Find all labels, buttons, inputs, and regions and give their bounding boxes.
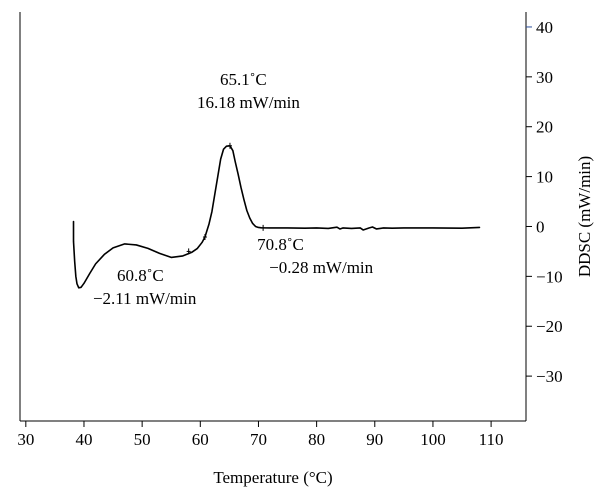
curve-layer: [72, 142, 481, 289]
x-axis-title: Temperature (°C): [213, 468, 332, 487]
x-tick-label: 50: [134, 430, 151, 449]
y-tick-label: −30: [536, 367, 563, 386]
y-tick-label: −10: [536, 267, 563, 286]
annotation-onset-value: −2.11 mW/min: [93, 289, 197, 308]
annotation-onset-temp: 60.8˚C: [117, 266, 164, 285]
y-tick-label: 0: [536, 217, 545, 236]
y-axis-title: DDSC (mW/min): [575, 156, 594, 277]
y-tick-label: 40: [536, 18, 553, 37]
x-tick-label: 90: [366, 430, 383, 449]
x-tick-label: 60: [192, 430, 209, 449]
x-tick-label: 30: [17, 430, 34, 449]
y-tick-label: 20: [536, 118, 553, 137]
y-tick-label: 10: [536, 168, 553, 187]
annotation-end-value: −0.28 mW/min: [269, 258, 374, 277]
x-tick-label: 70: [250, 430, 267, 449]
series-line: [72, 144, 481, 289]
x-tick-label: 80: [308, 430, 325, 449]
annotation-peak-value: 16.18 mW/min: [197, 93, 300, 112]
x-tick-label: 40: [75, 430, 92, 449]
x-tick-label: 100: [420, 430, 446, 449]
annotation-end-temp: 70.8˚C: [257, 235, 304, 254]
annotation-peak-temp: 65.1˚C: [220, 70, 267, 89]
y-tick-label: 30: [536, 68, 553, 87]
x-tick-label: 110: [479, 430, 504, 449]
plot-axes: 30 40 50 60 70 80 90 100 110403020100−10−20−30Te…: [17, 12, 594, 487]
y-tick-label: −20: [536, 317, 563, 336]
annotation-layer: 65.1˚C 16.18 mW/min 60.8˚C −2.11 mW/min 70.8…: [93, 70, 374, 308]
